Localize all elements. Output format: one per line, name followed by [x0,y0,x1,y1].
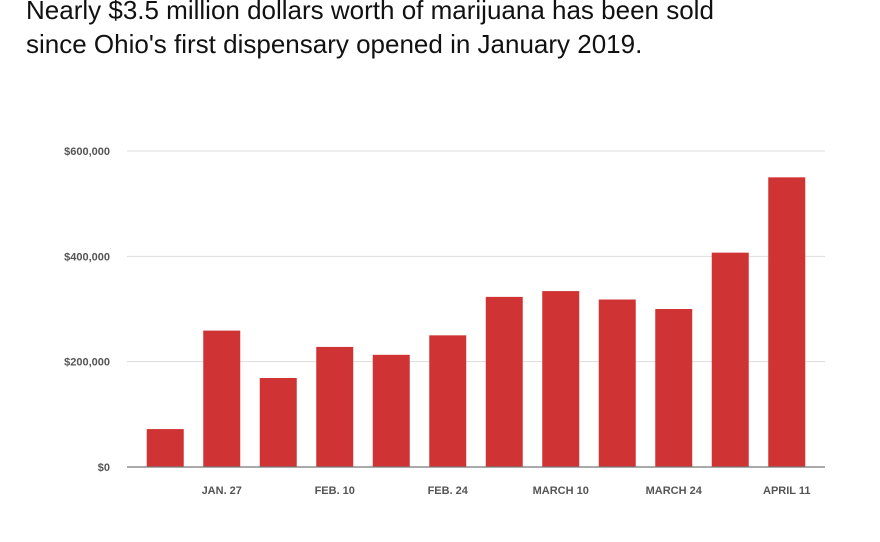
bar [429,335,467,467]
bar [316,346,354,467]
bar [655,309,693,467]
y-tick-label: $200,000 [64,357,110,369]
y-tick-label: $400,000 [64,251,110,263]
y-axis-ticks: $0 $200,000 $400,000 $600,000 [64,146,110,474]
bar [259,377,297,467]
x-tick-label: JAN. 27 [202,485,242,497]
chart-title-line-2: since Ohio's first dispensary opened in … [26,29,643,59]
chart-title: Nearly $3.5 million dollars worth of mar… [26,0,876,61]
chart-title-line-1: Nearly $3.5 million dollars worth of mar… [26,0,714,25]
bar [485,296,523,467]
bar [372,354,410,467]
x-tick-label: FEB. 10 [315,485,355,497]
x-tick-label: MARCH 24 [646,485,703,497]
bar [598,299,636,467]
x-tick-label: APRIL 11 [763,485,811,497]
bar [146,429,184,467]
x-axis-ticks: JAN. 27 FEB. 10 FEB. 24 MARCH 10 MARCH 24 APR… [202,485,811,497]
y-tick-label: $600,000 [64,146,110,158]
bars [146,177,806,468]
bar [542,291,580,467]
bar [203,330,241,467]
bar [711,252,749,467]
gridlines [127,150,825,363]
bar [768,177,806,468]
y-tick-label: $0 [98,462,110,474]
x-tick-label: MARCH 10 [533,485,589,497]
x-tick-label: FEB. 24 [428,485,469,497]
